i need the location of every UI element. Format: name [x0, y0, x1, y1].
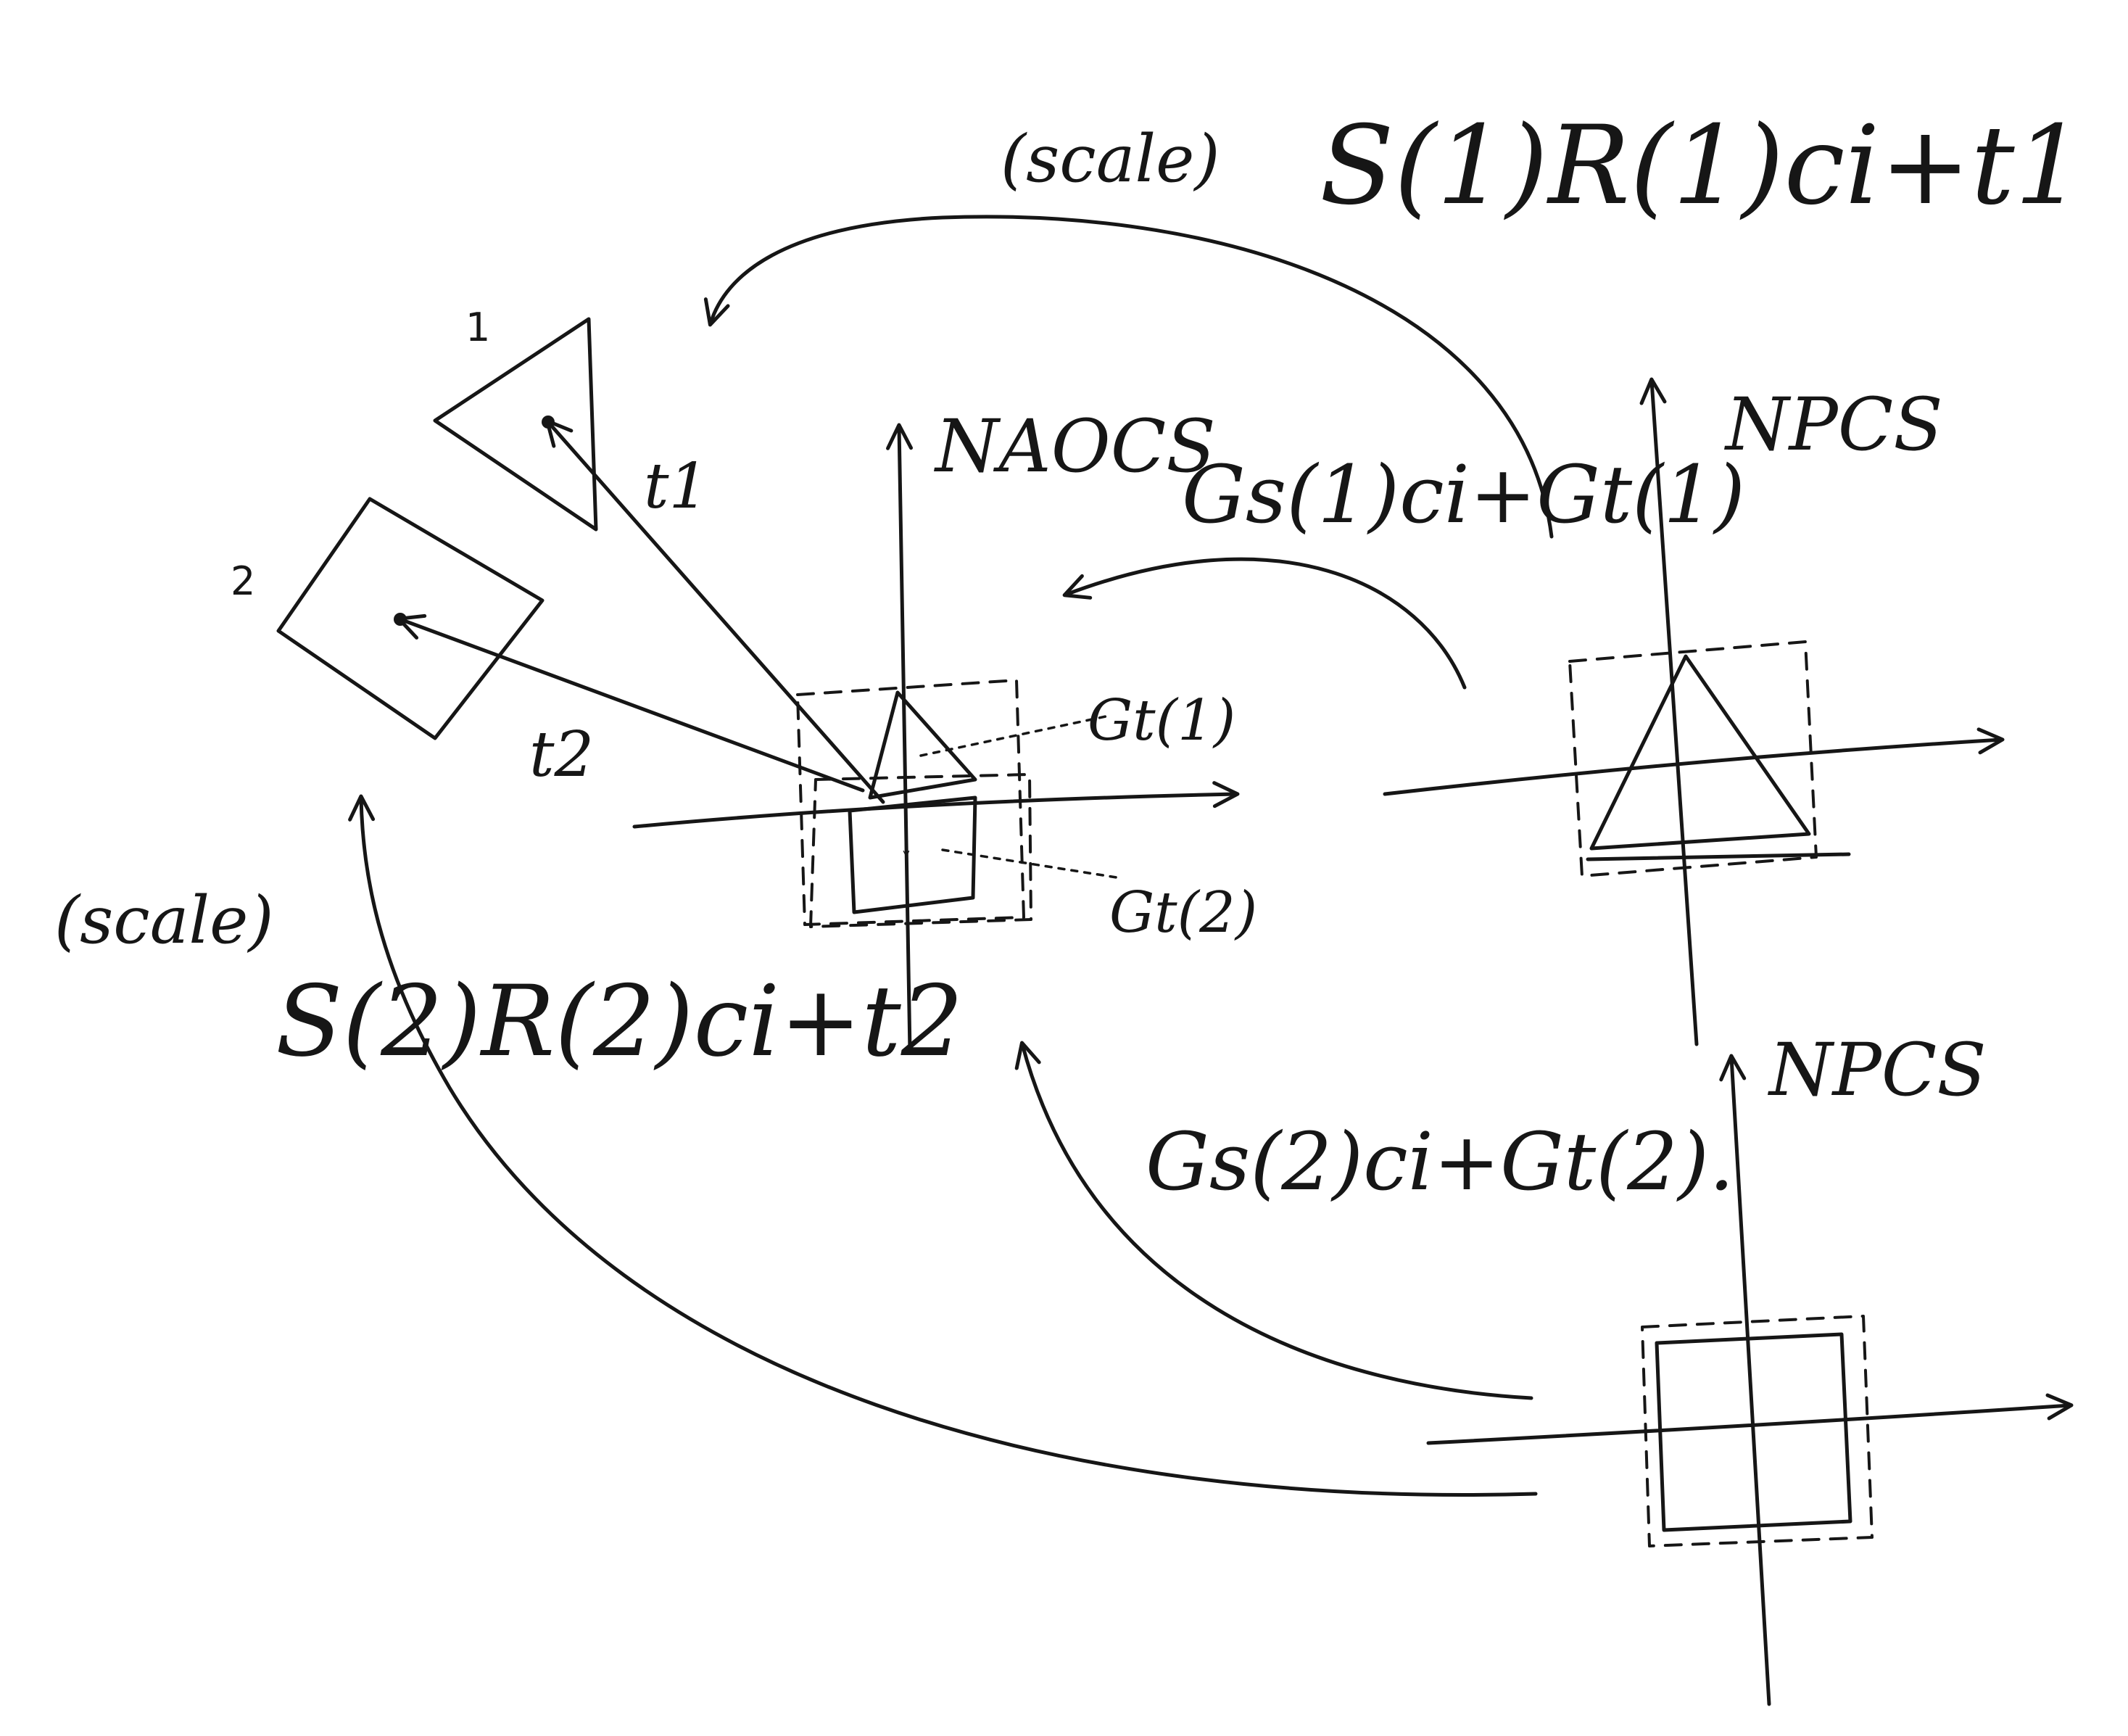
npcs1-to-camera-arrow: [703, 215, 1554, 539]
npcs-upper-triangle-base: [1586, 852, 1851, 861]
t2-vector-arrow: [397, 613, 865, 793]
part2-square-group: 2: [231, 497, 545, 740]
naocs-part2-square: [848, 795, 977, 914]
part1-triangle-group: 1: [433, 305, 598, 532]
gt1-label: Gt(1): [1088, 688, 1235, 753]
naocs-inner-arrow: [903, 745, 910, 857]
t1-vector-arrow: [545, 418, 885, 804]
t1-label: t1: [644, 450, 708, 523]
gt2-label: Gt(2): [1109, 880, 1257, 946]
npcs-lower-label: NPCS: [1768, 1028, 1987, 1112]
npcs-upper-label: NPCS: [1724, 382, 1943, 467]
naocs-y-axis: [886, 423, 914, 1054]
t2-label: t2: [529, 719, 594, 791]
scale-top-label: (scale): [1001, 121, 1220, 197]
part2-camera-transform-label: S(2)R(2)ci+t2: [276, 964, 964, 1078]
npcs-upper-dashed-box: [1568, 640, 1818, 877]
part2-index-label: 2: [231, 558, 255, 604]
part1-index-label: 1: [465, 305, 490, 350]
scale-bottom-label: (scale): [54, 883, 274, 959]
npcs-upper-triangle: [1589, 654, 1811, 851]
npcs-upper-y-axis: [1639, 377, 1699, 1046]
npcs-lower-dashed-box: [1641, 1315, 1874, 1547]
npcs-lower-y-axis: [1719, 1054, 1771, 1706]
naocs-frame: NAOCS Gt(1) Gt(2): [632, 404, 1257, 1054]
part1-triangle: [433, 317, 598, 532]
part2-square: [276, 497, 545, 740]
gt2-leader-line: [941, 848, 1118, 879]
gt1-leader-line: [919, 715, 1107, 757]
npcs-upper-x-axis: [1383, 727, 2005, 796]
part1-naocs-transform-label: Gs(1)ci+Gt(1): [1182, 448, 1745, 541]
npcs-upper-frame: NPCS: [1383, 377, 2005, 1046]
npcs2-to-camera-arrow: [348, 794, 1538, 1497]
part2-naocs-transform-label: Gs(2)ci+Gt(2).: [1146, 1115, 1734, 1208]
npcs-lower-frame: NPCS: [1426, 1028, 2074, 1706]
naocs-x-axis: [632, 781, 1240, 829]
naocs-dashed-box-upper: [796, 679, 1025, 926]
part1-camera-transform-label: S(1)R(1)ci+t1: [1320, 103, 2084, 229]
naocs-part1-triangle: [868, 690, 977, 800]
npcs-lower-square: [1655, 1332, 1852, 1532]
npcs-lower-x-axis: [1426, 1393, 2074, 1445]
npcs1-to-naocs-arrow: [1062, 557, 1467, 690]
naocs-dashed-box-lower: [809, 773, 1032, 928]
naocs-label: NAOCS: [934, 404, 1216, 489]
npcs2-to-naocs-arrow: [1014, 1041, 1533, 1400]
